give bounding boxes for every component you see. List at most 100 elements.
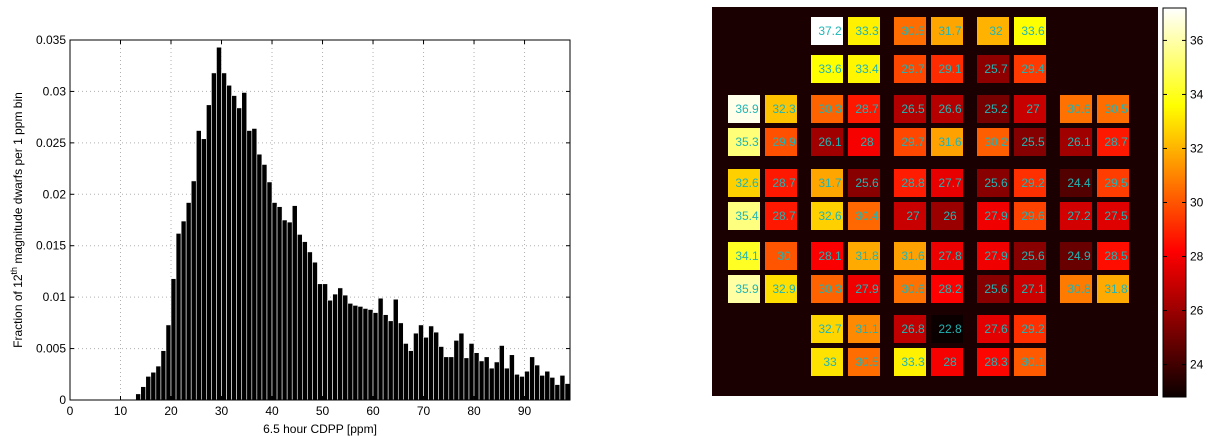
heatmap-cell-label: 32.6 — [735, 176, 759, 190]
y-tick-label: 0.005 — [36, 342, 66, 356]
heatmap-cell — [848, 17, 880, 45]
heatmap-cell-label: 25.5 — [1021, 135, 1045, 149]
y-tick-label: 0.01 — [43, 290, 67, 304]
heatmap-cell-label: 33.3 — [901, 355, 925, 369]
y-tick-label: 0.02 — [43, 187, 67, 201]
heatmap-cell-label: 28.7 — [772, 209, 796, 223]
heatmap-cell — [1014, 169, 1046, 197]
histogram-bar — [362, 308, 369, 401]
heatmap-cell — [728, 169, 760, 197]
x-tick-label: 10 — [114, 404, 128, 418]
histogram-bar — [185, 202, 192, 401]
heatmap-cell-label: 25.7 — [984, 62, 1008, 76]
histogram-bar — [251, 128, 258, 401]
histogram-bar — [337, 287, 344, 401]
heatmap-cell — [931, 17, 963, 45]
histogram-y-axis-label: Fraction of 12th magnitude dwarfs per 1 … — [9, 92, 25, 348]
heatmap-cell-label: 28.2 — [938, 282, 962, 296]
heatmap-cell — [1097, 169, 1129, 197]
heatmap-cell — [765, 202, 797, 230]
heatmap-cell-label: 27.2 — [1067, 209, 1091, 223]
heatmap-cell-label: 22.8 — [938, 322, 962, 336]
histogram-bar — [342, 294, 349, 401]
histogram-bar — [418, 324, 424, 401]
heatmap-cell — [848, 55, 880, 83]
heatmap-cell-label: 27 — [1026, 102, 1040, 116]
heatmap-cell-label: 30 — [777, 249, 791, 263]
heatmap-cell-label: 34.1 — [735, 249, 759, 263]
heatmap-cell-label: 30.8 — [1067, 282, 1091, 296]
heatmap-cell-label: 25.6 — [855, 176, 879, 190]
heatmap-cell — [1014, 95, 1046, 123]
histogram-bar — [377, 297, 384, 401]
heatmap-cell-label: 26 — [943, 209, 957, 223]
heatmap-cell-label: 28.5 — [1104, 249, 1128, 263]
histogram-bar — [504, 367, 510, 401]
heatmap-cell-label: 30.2 — [984, 135, 1008, 149]
heatmap-cell — [811, 315, 843, 343]
heatmap-cell — [977, 242, 1009, 270]
histogram-bar — [397, 322, 404, 401]
heatmap-cell — [811, 55, 843, 83]
histogram-bar — [332, 293, 338, 401]
heatmap-cell — [811, 128, 843, 156]
y-tick-label: 0.03 — [43, 84, 67, 98]
heatmap-cell-label: 27 — [906, 209, 920, 223]
histogram-axes-box — [69, 39, 571, 401]
x-tick-label: 0 — [67, 404, 74, 418]
heatmap-cell-label: 25.2 — [984, 102, 1008, 116]
x-tick-label: 50 — [316, 404, 330, 418]
heatmap-cell — [894, 348, 926, 376]
heatmap-cell — [728, 275, 760, 303]
heatmap-cell — [1097, 275, 1129, 303]
histogram-bar — [478, 360, 485, 401]
cdpp-histogram: 0 10 20 30 40 50 60 70 80 90 0 0.005 0.01 0.015 0.02 0.… — [9, 33, 571, 436]
heatmap-cells: 37.2 33.3 30.5 31.7 32 33.6 33.6 33.4 29.7 29.1 25… — [728, 17, 1129, 376]
heatmap-cell-label: 29.2 — [1021, 322, 1045, 336]
heatmap-cell — [811, 169, 843, 197]
heatmap-cell-label: 36.9 — [735, 102, 759, 116]
heatmap-cell — [1060, 128, 1092, 156]
heatmap-cell — [931, 348, 963, 376]
heatmap-cell-label: 28 — [860, 135, 874, 149]
heatmap-cell-label: 26.1 — [818, 135, 842, 149]
x-tick-label: 20 — [164, 404, 178, 418]
histogram-bar — [554, 384, 561, 401]
heatmap-cell-label: 27.9 — [855, 282, 879, 296]
histogram-bar — [302, 241, 308, 401]
heatmap-cell-label: 24.9 — [1067, 249, 1091, 263]
heatmap-cell — [894, 95, 926, 123]
histogram-bar — [413, 332, 419, 401]
histogram-bar — [539, 375, 546, 401]
histogram-bar — [488, 367, 495, 401]
histogram-bar — [256, 153, 263, 401]
histogram-bar — [190, 180, 197, 401]
heatmap-cell-label: 26.8 — [901, 322, 925, 336]
histogram-bar — [231, 95, 237, 401]
heatmap-cell-label: 35.9 — [735, 282, 759, 296]
histogram-bar — [468, 343, 475, 401]
heatmap-cell-label: 29.7 — [901, 62, 925, 76]
heatmap-cell — [894, 275, 926, 303]
heatmap-cell-label: 33.6 — [1021, 24, 1045, 38]
heatmap-cell — [1014, 55, 1046, 83]
histogram-bar — [493, 361, 500, 401]
heatmap-cell — [728, 242, 760, 270]
histogram-bar — [392, 298, 399, 401]
histogram-bar — [195, 130, 202, 401]
heatmap-cell — [977, 202, 1009, 230]
histogram-bar — [312, 261, 318, 401]
histogram-bar — [498, 345, 505, 401]
ylabel-part-2: magnitude dwarfs per 1 ppm bin — [11, 92, 25, 267]
heatmap-cell — [765, 275, 797, 303]
y-tick-label: 0.015 — [36, 239, 66, 253]
heatmap-cell-label: 26.1 — [1067, 135, 1091, 149]
histogram-bar — [317, 283, 323, 401]
heatmap-cell — [1060, 242, 1092, 270]
histogram-bar — [276, 206, 283, 401]
histogram-bar — [216, 46, 222, 401]
histogram-bar — [211, 72, 217, 401]
heatmap-cell — [1014, 315, 1046, 343]
heatmap-cell — [894, 169, 926, 197]
